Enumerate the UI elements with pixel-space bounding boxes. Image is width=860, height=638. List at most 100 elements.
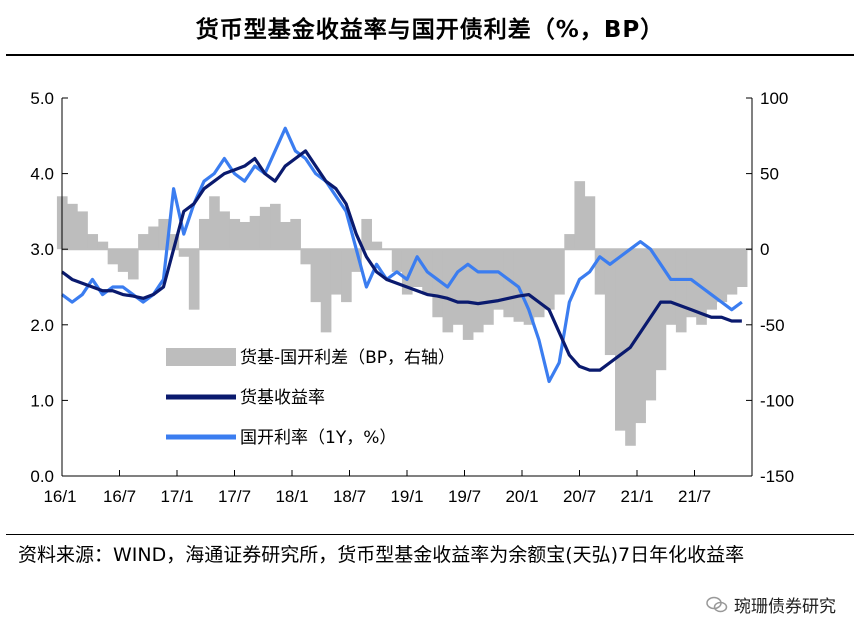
spread-bar: [198, 218, 210, 250]
y-left-tick-label: 2.0: [30, 316, 54, 335]
source-note: 资料来源：WIND，海通证券研究所，货币型基金收益率为余额宝(天弘)7日年化收益…: [18, 544, 745, 566]
legend-label-cdb: 国开利率（1Y，%）: [240, 428, 396, 448]
x-tick-label: 17/7: [218, 487, 251, 506]
watermark-text: 琬珊债券研究: [734, 597, 836, 617]
spread-bar: [615, 249, 626, 431]
spread-bar: [462, 249, 474, 340]
spread-bar: [401, 249, 413, 295]
axes: 0.0 1.0 2.0 3.0 4.0 5.0 -150 -100 -50 0 50 100 16/1 1…: [30, 89, 794, 506]
spread-bar: [736, 249, 748, 287]
spread-bar: [270, 203, 281, 250]
legend-label-spread: 货基-国开利差（BP，右轴）: [240, 348, 455, 368]
spread-bar: [564, 234, 575, 250]
spread-bar: [503, 249, 515, 318]
x-tick-label: 17/1: [160, 487, 193, 506]
spread-bar: [432, 249, 444, 318]
spread-bar: [361, 218, 372, 250]
spread-bar: [645, 249, 657, 401]
spread-bar: [412, 249, 423, 287]
spread-bar: [341, 249, 352, 303]
spread-bar: [442, 249, 454, 333]
watermark: 琬珊债券研究: [706, 592, 836, 617]
x-tick-label: 18/1: [275, 487, 308, 506]
spread-bar: [320, 249, 332, 333]
y-right-tick-label: -100: [760, 391, 794, 410]
spread-bar: [472, 249, 484, 333]
spread-bar: [259, 206, 271, 250]
spread-bar: [249, 215, 261, 250]
spread-bar: [97, 241, 109, 250]
spread-bar: [107, 249, 119, 265]
spread-bar: [533, 249, 545, 318]
y-right-tick-label: 50: [760, 165, 779, 184]
spread-bar: [178, 249, 190, 257]
spread-bar: [554, 249, 565, 295]
spread-bar: [138, 234, 149, 250]
x-tick-label: 16/1: [43, 487, 76, 506]
spread-bar: [188, 249, 200, 310]
spread-bar: [127, 249, 139, 280]
y-left-tick-label: 0.0: [30, 467, 54, 486]
x-tick-label: 19/1: [390, 487, 423, 506]
spread-bar: [594, 249, 606, 295]
y-right-tick-label: 100: [760, 89, 788, 108]
legend-swatch-spread: [166, 348, 236, 366]
x-tick-label: 16/7: [103, 487, 136, 506]
x-tick-label: 21/1: [620, 487, 653, 506]
spread-bar: [67, 203, 78, 250]
spread-bar: [574, 181, 586, 250]
y-right-tick-label: -50: [760, 316, 785, 335]
spread-bar: [493, 249, 504, 310]
title-rule: [6, 54, 854, 56]
x-tick-label: 20/1: [505, 487, 538, 506]
spread-bar: [209, 196, 220, 250]
legend-label-mmf: 货基收益率: [240, 388, 325, 408]
spread-bar: [168, 234, 180, 250]
spread-bar: [239, 221, 251, 250]
spread-bar: [584, 196, 596, 250]
y-left-tick-label: 1.0: [30, 391, 54, 410]
spread-bar: [483, 249, 494, 325]
y-left-tick-label: 5.0: [30, 89, 54, 108]
spread-bar: [229, 218, 241, 250]
spread-bar: [716, 249, 728, 303]
x-tick-label: 20/7: [563, 487, 596, 506]
source-rule: [6, 534, 854, 535]
spread-bar: [635, 249, 646, 424]
spread-bar: [117, 249, 129, 272]
spread-bar: [310, 249, 322, 303]
wechat-icon: [706, 596, 728, 612]
spread-bar: [391, 249, 403, 272]
spread-bar: [148, 226, 159, 250]
spread-bar: [158, 218, 170, 250]
y-left-tick-label: 3.0: [30, 240, 54, 259]
spread-bar: [523, 249, 535, 325]
y-left-tick-label: 4.0: [30, 165, 54, 184]
spread-bar: [452, 249, 464, 325]
spread-bar: [686, 249, 697, 318]
spread-bar: [371, 241, 383, 250]
series-line-mmf: [61, 149, 742, 372]
x-tick-label: 19/7: [448, 487, 481, 506]
series-line-cdb: [61, 126, 743, 384]
spread-bar: [604, 249, 616, 356]
spread-bar: [290, 218, 301, 250]
spread-bar: [675, 249, 687, 333]
spread-bar: [330, 249, 342, 295]
spread-bar: [665, 249, 677, 325]
spread-bar: [351, 249, 362, 272]
spread-bar: [77, 211, 88, 250]
spread-bar: [87, 234, 99, 250]
y-right-tick-label: -150: [760, 467, 794, 486]
spread-bar: [706, 249, 717, 310]
legend: 货基-国开利差（BP，右轴） 货基收益率 国开利率（1Y，%）: [166, 348, 455, 448]
y-right-tick-label: 0: [760, 240, 769, 259]
x-tick-label: 18/7: [333, 487, 366, 506]
spread-bar: [219, 211, 230, 250]
spread-bar: [655, 249, 667, 371]
spread-bars: [56, 181, 748, 446]
spread-bar: [280, 221, 291, 250]
spread-bar: [300, 249, 312, 265]
spread-bar: [726, 249, 738, 295]
